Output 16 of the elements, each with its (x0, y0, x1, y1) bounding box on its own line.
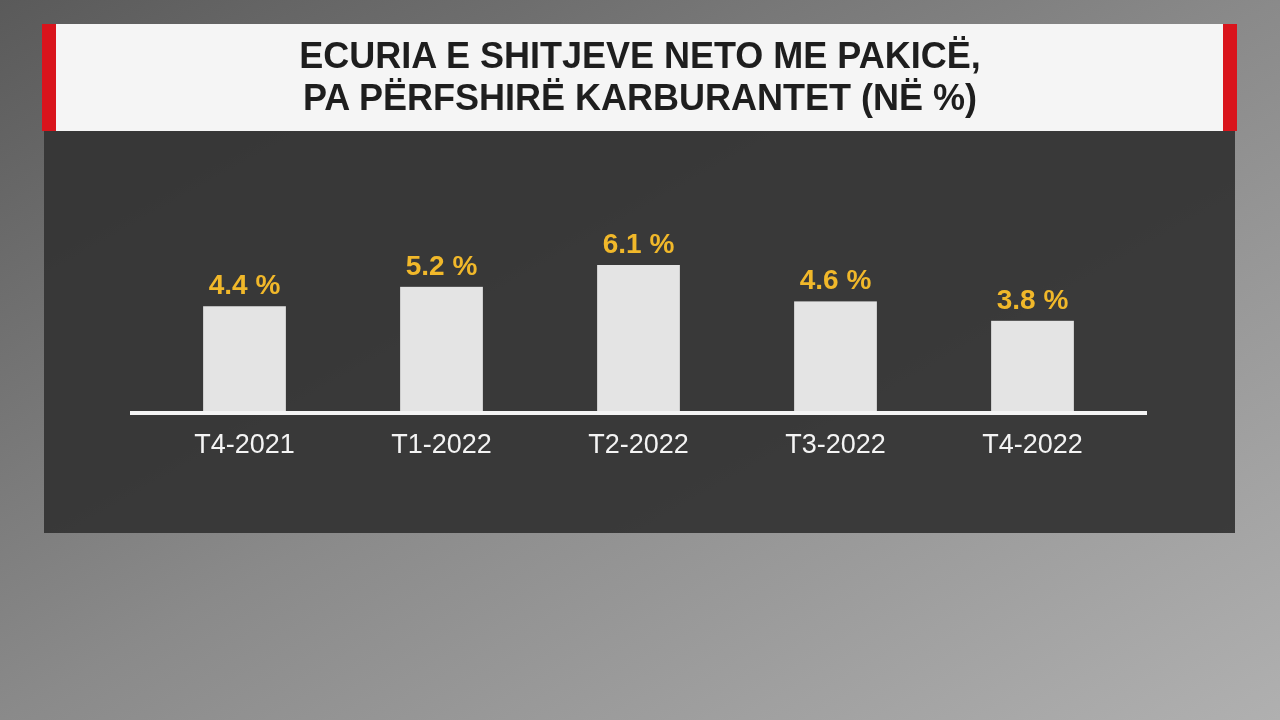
x-tick-label: T2-2022 (588, 429, 689, 459)
data-label: 4.4 % (208, 269, 281, 301)
data-label: 3.8 % (996, 283, 1069, 315)
x-tick-label: T1-2022 (391, 429, 492, 459)
data-label: 4.6 % (799, 264, 872, 296)
x-tick-label: T4-2021 (194, 429, 295, 459)
data-label: 5.2 % (405, 249, 478, 281)
chart-title: ECURIA E SHITJEVE NETO ME PAKICË, PA PËRFSHIRË KARBURANTET (NË %) (299, 35, 981, 118)
x-tick-label: T4-2022 (982, 429, 1083, 459)
bar (794, 301, 877, 413)
bar (203, 306, 286, 413)
bar (991, 320, 1074, 413)
bar (400, 286, 483, 413)
data-label: 6.1 % (602, 228, 675, 259)
bar (597, 265, 680, 413)
x-tick-label: T3-2022 (785, 429, 886, 459)
